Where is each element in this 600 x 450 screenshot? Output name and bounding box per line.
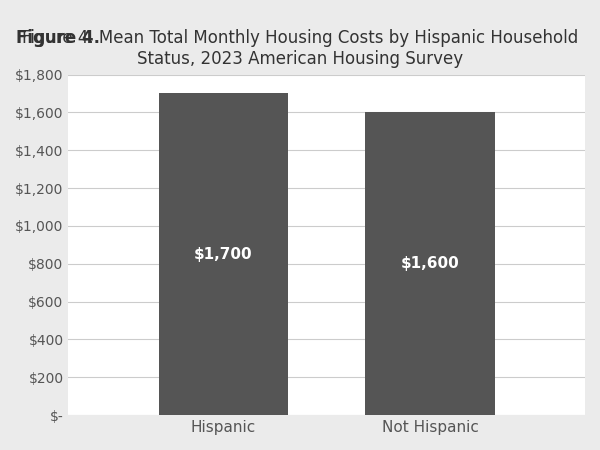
- Text: $1,600: $1,600: [401, 256, 460, 271]
- Bar: [159, 94, 288, 415]
- Text: $1,700: $1,700: [194, 247, 253, 262]
- Text: Figure 4.: Figure 4.: [16, 29, 100, 47]
- Bar: [365, 112, 494, 415]
- Text: Figure 4. Mean Total Monthly Housing Costs by Hispanic Household
Status, 2023 Am: Figure 4. Mean Total Monthly Housing Cos…: [22, 29, 578, 68]
